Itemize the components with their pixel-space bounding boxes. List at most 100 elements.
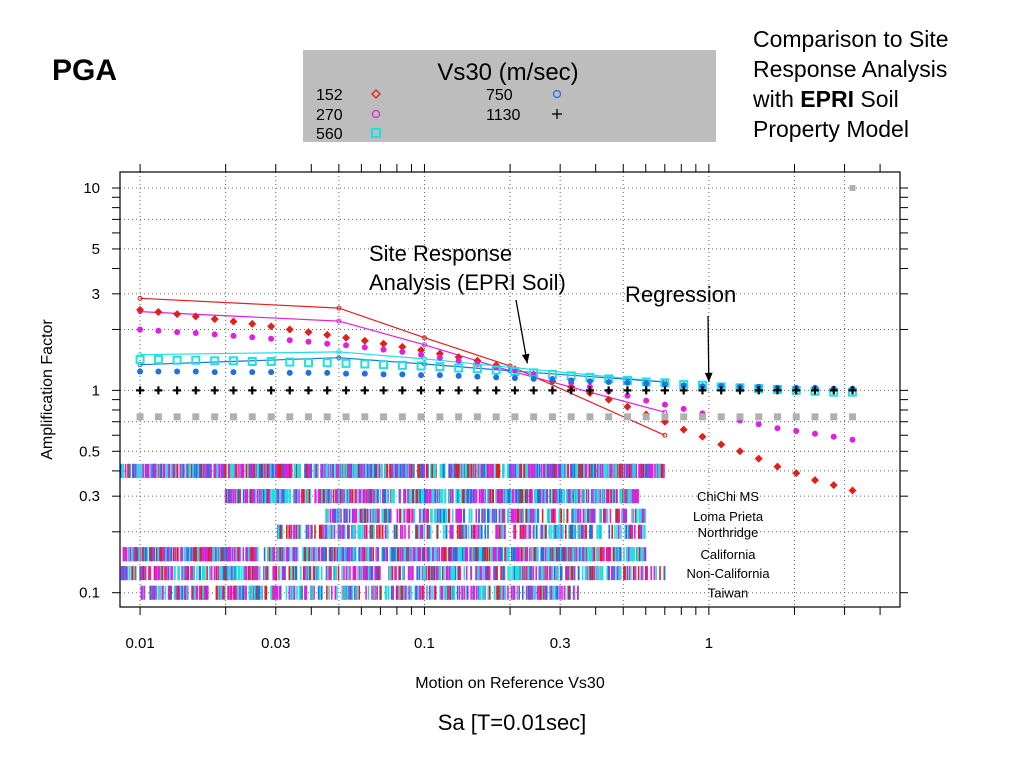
site-response-point	[421, 356, 427, 362]
regression-point	[755, 413, 763, 421]
regression-point	[849, 413, 857, 421]
y-tick-label: 0.5	[79, 443, 100, 460]
regression-point	[173, 386, 182, 395]
regression-point	[154, 413, 162, 421]
regression-point	[324, 340, 331, 347]
regression-point	[718, 383, 725, 390]
regression-point	[303, 358, 313, 368]
regression-point	[661, 413, 669, 421]
regression-point	[567, 413, 575, 421]
x-tick-label: 0.1	[414, 635, 435, 652]
regression-point	[530, 413, 538, 421]
y-tick-label: 0.3	[79, 488, 100, 505]
regression-point	[643, 397, 650, 404]
regression-point	[191, 355, 201, 365]
y-tick-label: 10	[83, 180, 100, 197]
regression-point	[436, 372, 443, 379]
regression-point	[454, 363, 464, 373]
regression-point	[155, 368, 162, 375]
annotation-arrow	[707, 315, 710, 383]
regression-point	[286, 337, 293, 344]
regression-point	[604, 395, 613, 404]
regression-point	[342, 413, 350, 421]
y-axis-label: Amplification Factor	[39, 319, 56, 460]
regression-point	[755, 421, 762, 428]
regression-point	[398, 342, 407, 351]
regression-point	[417, 413, 425, 421]
legend-marker	[371, 109, 381, 119]
regression-point	[698, 432, 707, 441]
regression-point	[455, 372, 462, 379]
regression-point	[680, 413, 688, 421]
regression-point	[154, 386, 163, 395]
regression-point	[361, 370, 368, 377]
regression-point	[268, 335, 275, 342]
regression-point	[511, 413, 519, 421]
regression-point	[136, 386, 145, 395]
regression-point	[474, 373, 481, 380]
regression-point	[717, 413, 725, 421]
regression-point	[454, 386, 463, 395]
regression-point	[361, 413, 369, 421]
regression-point	[135, 355, 145, 365]
regression-point	[735, 447, 744, 456]
site-response-point	[421, 335, 427, 341]
regression-point	[849, 436, 856, 443]
regression-point	[455, 413, 463, 421]
regression-point	[267, 386, 276, 395]
regression-point	[436, 354, 443, 361]
regression-point	[491, 365, 501, 375]
regression-point	[549, 376, 556, 383]
regression-point	[661, 381, 668, 388]
regression-point	[137, 368, 144, 375]
regression-point	[680, 382, 687, 389]
y-tick-label: 0.1	[79, 585, 100, 602]
regression-point	[642, 386, 651, 395]
regression-point	[379, 339, 388, 348]
comparison-note: Comparison to Site Response Analysis wit…	[753, 24, 949, 144]
regression-point	[810, 386, 819, 395]
site-response-point	[137, 295, 143, 301]
regression-point	[529, 386, 538, 395]
regression-point	[379, 386, 388, 395]
legend-marker	[371, 89, 381, 99]
regression-point	[249, 334, 256, 341]
regression-point	[360, 336, 369, 345]
data-set-strip	[122, 547, 647, 562]
regression-point	[754, 386, 763, 395]
data-set-strip	[120, 566, 666, 581]
regression-point	[268, 369, 275, 376]
regression-point	[211, 331, 218, 338]
data-set-strip	[140, 585, 579, 600]
regression-point	[228, 356, 238, 366]
regression-point	[192, 330, 199, 337]
regression-point	[435, 386, 444, 395]
regression-point	[398, 413, 406, 421]
regression-point	[192, 368, 199, 375]
regression-point	[624, 392, 631, 399]
regression-point	[418, 372, 425, 379]
regression-point	[211, 369, 218, 376]
regression-point	[417, 386, 426, 395]
regression-point	[418, 351, 425, 358]
y-tick-label: 1	[92, 382, 100, 399]
regression-point	[324, 369, 331, 376]
regression-point	[286, 413, 294, 421]
x-tick-label: 1	[705, 635, 713, 652]
regression-point	[568, 377, 575, 384]
regression-point	[173, 413, 181, 421]
regression-point	[698, 386, 707, 395]
annotation-arrow-head	[521, 353, 530, 364]
x-tick-label: 0.03	[261, 635, 290, 652]
regression-point	[191, 386, 200, 395]
regression-point	[173, 310, 182, 319]
regression-point	[267, 413, 275, 421]
regression-point	[343, 370, 350, 377]
x-axis-label: Motion on Reference Vs30	[415, 675, 605, 692]
regression-point	[191, 312, 200, 321]
legend-label: 750	[486, 87, 513, 104]
regression-point	[305, 338, 312, 345]
legend-label: 1130	[486, 107, 521, 124]
data-set-strip	[119, 463, 665, 478]
regression-point	[436, 413, 444, 421]
